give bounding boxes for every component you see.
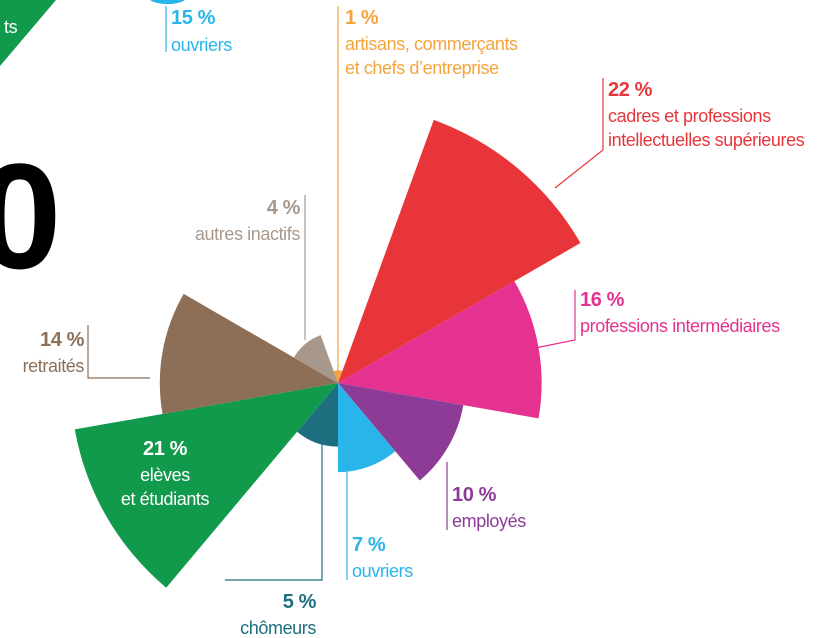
category-label: employés xyxy=(452,511,526,531)
value-label: 16 % xyxy=(580,289,625,311)
fragment-category: ouvriers xyxy=(171,35,232,55)
leader-line xyxy=(87,325,150,379)
category-label: cadres et professions xyxy=(608,106,771,126)
fragment-arc xyxy=(150,0,185,5)
sector xyxy=(333,370,343,383)
value-label: 21 % xyxy=(143,438,188,460)
fragment-value: 15 % xyxy=(171,7,216,29)
category-label: autres inactifs xyxy=(195,224,300,244)
category-label: et étudiants xyxy=(121,489,210,509)
category-label: et chefs d’entreprise xyxy=(345,58,499,78)
value-label: 7 % xyxy=(352,534,386,556)
fragment-text: ts xyxy=(4,17,18,37)
leader-line xyxy=(554,78,604,189)
value-label: 1 % xyxy=(345,7,379,29)
fragment-shape xyxy=(0,0,56,66)
fragment-big-text: 0 xyxy=(0,132,61,300)
value-label: 5 % xyxy=(283,591,317,613)
sector xyxy=(338,281,542,419)
sector xyxy=(338,119,581,384)
sector xyxy=(297,383,338,447)
leader-line xyxy=(534,290,576,349)
category-label: intellectuelles supérieures xyxy=(608,130,805,150)
category-label: elèves xyxy=(140,465,190,485)
value-label: 22 % xyxy=(608,79,653,101)
sector xyxy=(293,335,338,383)
category-label: chômeurs xyxy=(240,618,316,638)
value-label: 4 % xyxy=(267,197,301,219)
category-label: artisans, commerçants xyxy=(345,34,518,54)
sector xyxy=(74,383,338,588)
category-label: professions intermédiaires xyxy=(580,316,780,336)
category-label: ouvriers xyxy=(352,561,413,581)
value-label: 14 % xyxy=(40,329,85,351)
value-label: 10 % xyxy=(452,484,497,506)
sector xyxy=(338,383,464,481)
leader-line xyxy=(225,440,323,581)
sector xyxy=(159,293,338,414)
category-label: retraités xyxy=(23,356,85,376)
sector xyxy=(338,383,396,473)
